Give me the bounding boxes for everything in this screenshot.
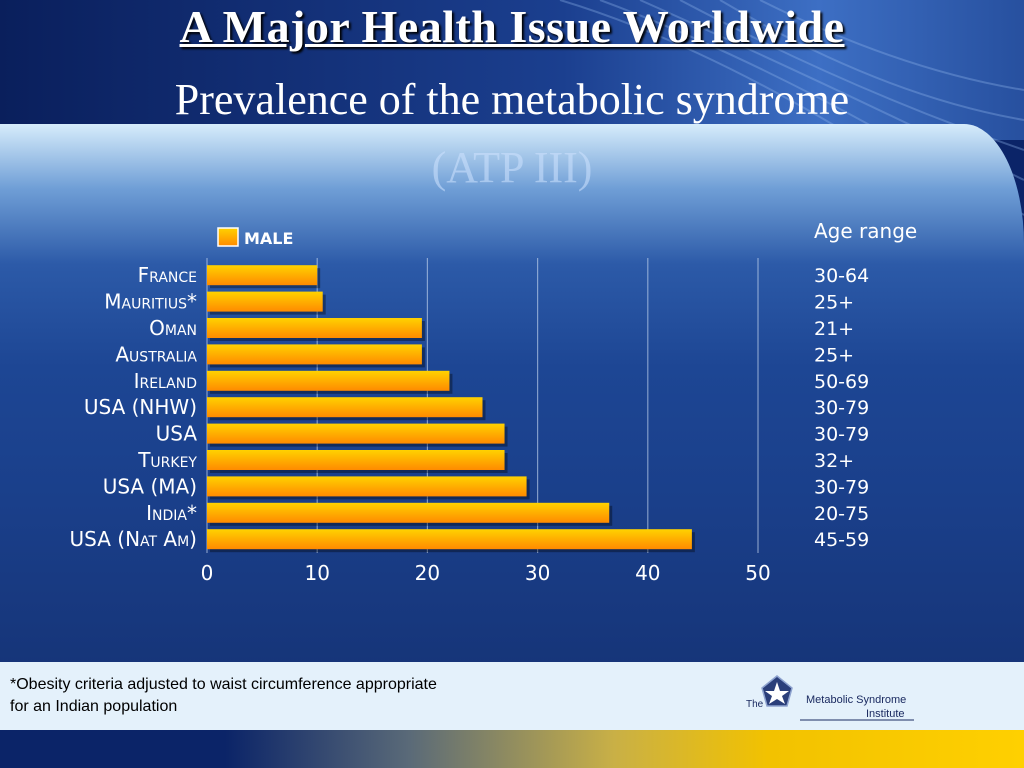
age-range-label: 30-79 — [814, 397, 869, 419]
bar-usa-nhw — [207, 397, 483, 418]
slide-subtitle-criteria: (ATP III) — [431, 143, 593, 192]
category-label: Turkey — [137, 448, 197, 472]
age-range-label: 21+ — [814, 318, 854, 340]
footnote-area — [0, 662, 1024, 730]
footnote-line-2: for an Indian population — [10, 698, 178, 715]
age-range-label: 30-79 — [814, 476, 869, 498]
slide-subtitle: Prevalence of the metabolic syndrome — [174, 75, 850, 124]
bar-france — [207, 265, 318, 286]
footnote-line-1: *Obesity criteria adjusted to waist circ… — [10, 676, 437, 693]
category-label: USA (MA) — [103, 474, 197, 498]
category-label: USA (Nat Am) — [70, 527, 197, 551]
category-label: Australia — [115, 342, 197, 366]
category-label: Mauritius* — [104, 290, 197, 314]
logo-institute: Institute — [866, 708, 905, 720]
x-tick-label: 40 — [635, 561, 660, 585]
category-label: Ireland — [134, 369, 197, 393]
category-label: France — [138, 263, 197, 287]
bar-usa-nat-am — [207, 529, 692, 550]
x-tick-label: 30 — [525, 561, 550, 585]
bar-mauritius — [207, 291, 323, 312]
x-tick-label: 0 — [201, 561, 214, 585]
x-tick-label: 20 — [415, 561, 440, 585]
age-range-label: 50-69 — [814, 371, 869, 393]
bar-oman — [207, 318, 422, 338]
x-tick-label: 50 — [745, 561, 770, 585]
bar-usa-ma — [207, 476, 527, 497]
age-range-label: 20-75 — [814, 503, 869, 525]
age-range-label: 32+ — [814, 450, 854, 472]
category-label: India* — [146, 501, 197, 525]
age-range-label: 30-79 — [814, 424, 869, 446]
slide-title: A Major Health Issue Worldwide — [179, 1, 845, 52]
star-icon — [765, 682, 789, 704]
legend-swatch-male — [217, 227, 239, 247]
bar-india — [207, 502, 610, 523]
legend-label-male: MALE — [244, 229, 293, 248]
age-range-label: 25+ — [814, 292, 854, 314]
bar-usa — [207, 423, 505, 444]
prevalence-chart: 0 10 20 30 40 50 France 30-64 Mauritius* 25+ Oman 2… — [70, 219, 918, 585]
category-label: USA — [156, 422, 198, 446]
logo-the: The — [746, 699, 764, 710]
bottom-stripe — [0, 730, 1024, 768]
bar-ireland — [207, 370, 450, 391]
age-range-header: Age range — [814, 219, 917, 243]
logo-name: Metabolic Syndrome — [806, 694, 907, 706]
category-label: USA (NHW) — [84, 395, 197, 419]
header-background — [0, 0, 1024, 140]
footnote: *Obesity criteria adjusted to waist circ… — [10, 674, 570, 718]
institute-logo — [761, 675, 914, 721]
bar-turkey — [207, 450, 505, 470]
age-range-label: 25+ — [814, 344, 854, 366]
category-label: Oman — [149, 316, 197, 340]
x-tick-label: 10 — [304, 561, 329, 585]
bar-australia — [207, 344, 422, 365]
chart-panel — [0, 124, 1024, 664]
age-range-label: 45-59 — [814, 529, 869, 551]
age-range-label: 30-64 — [814, 265, 869, 287]
